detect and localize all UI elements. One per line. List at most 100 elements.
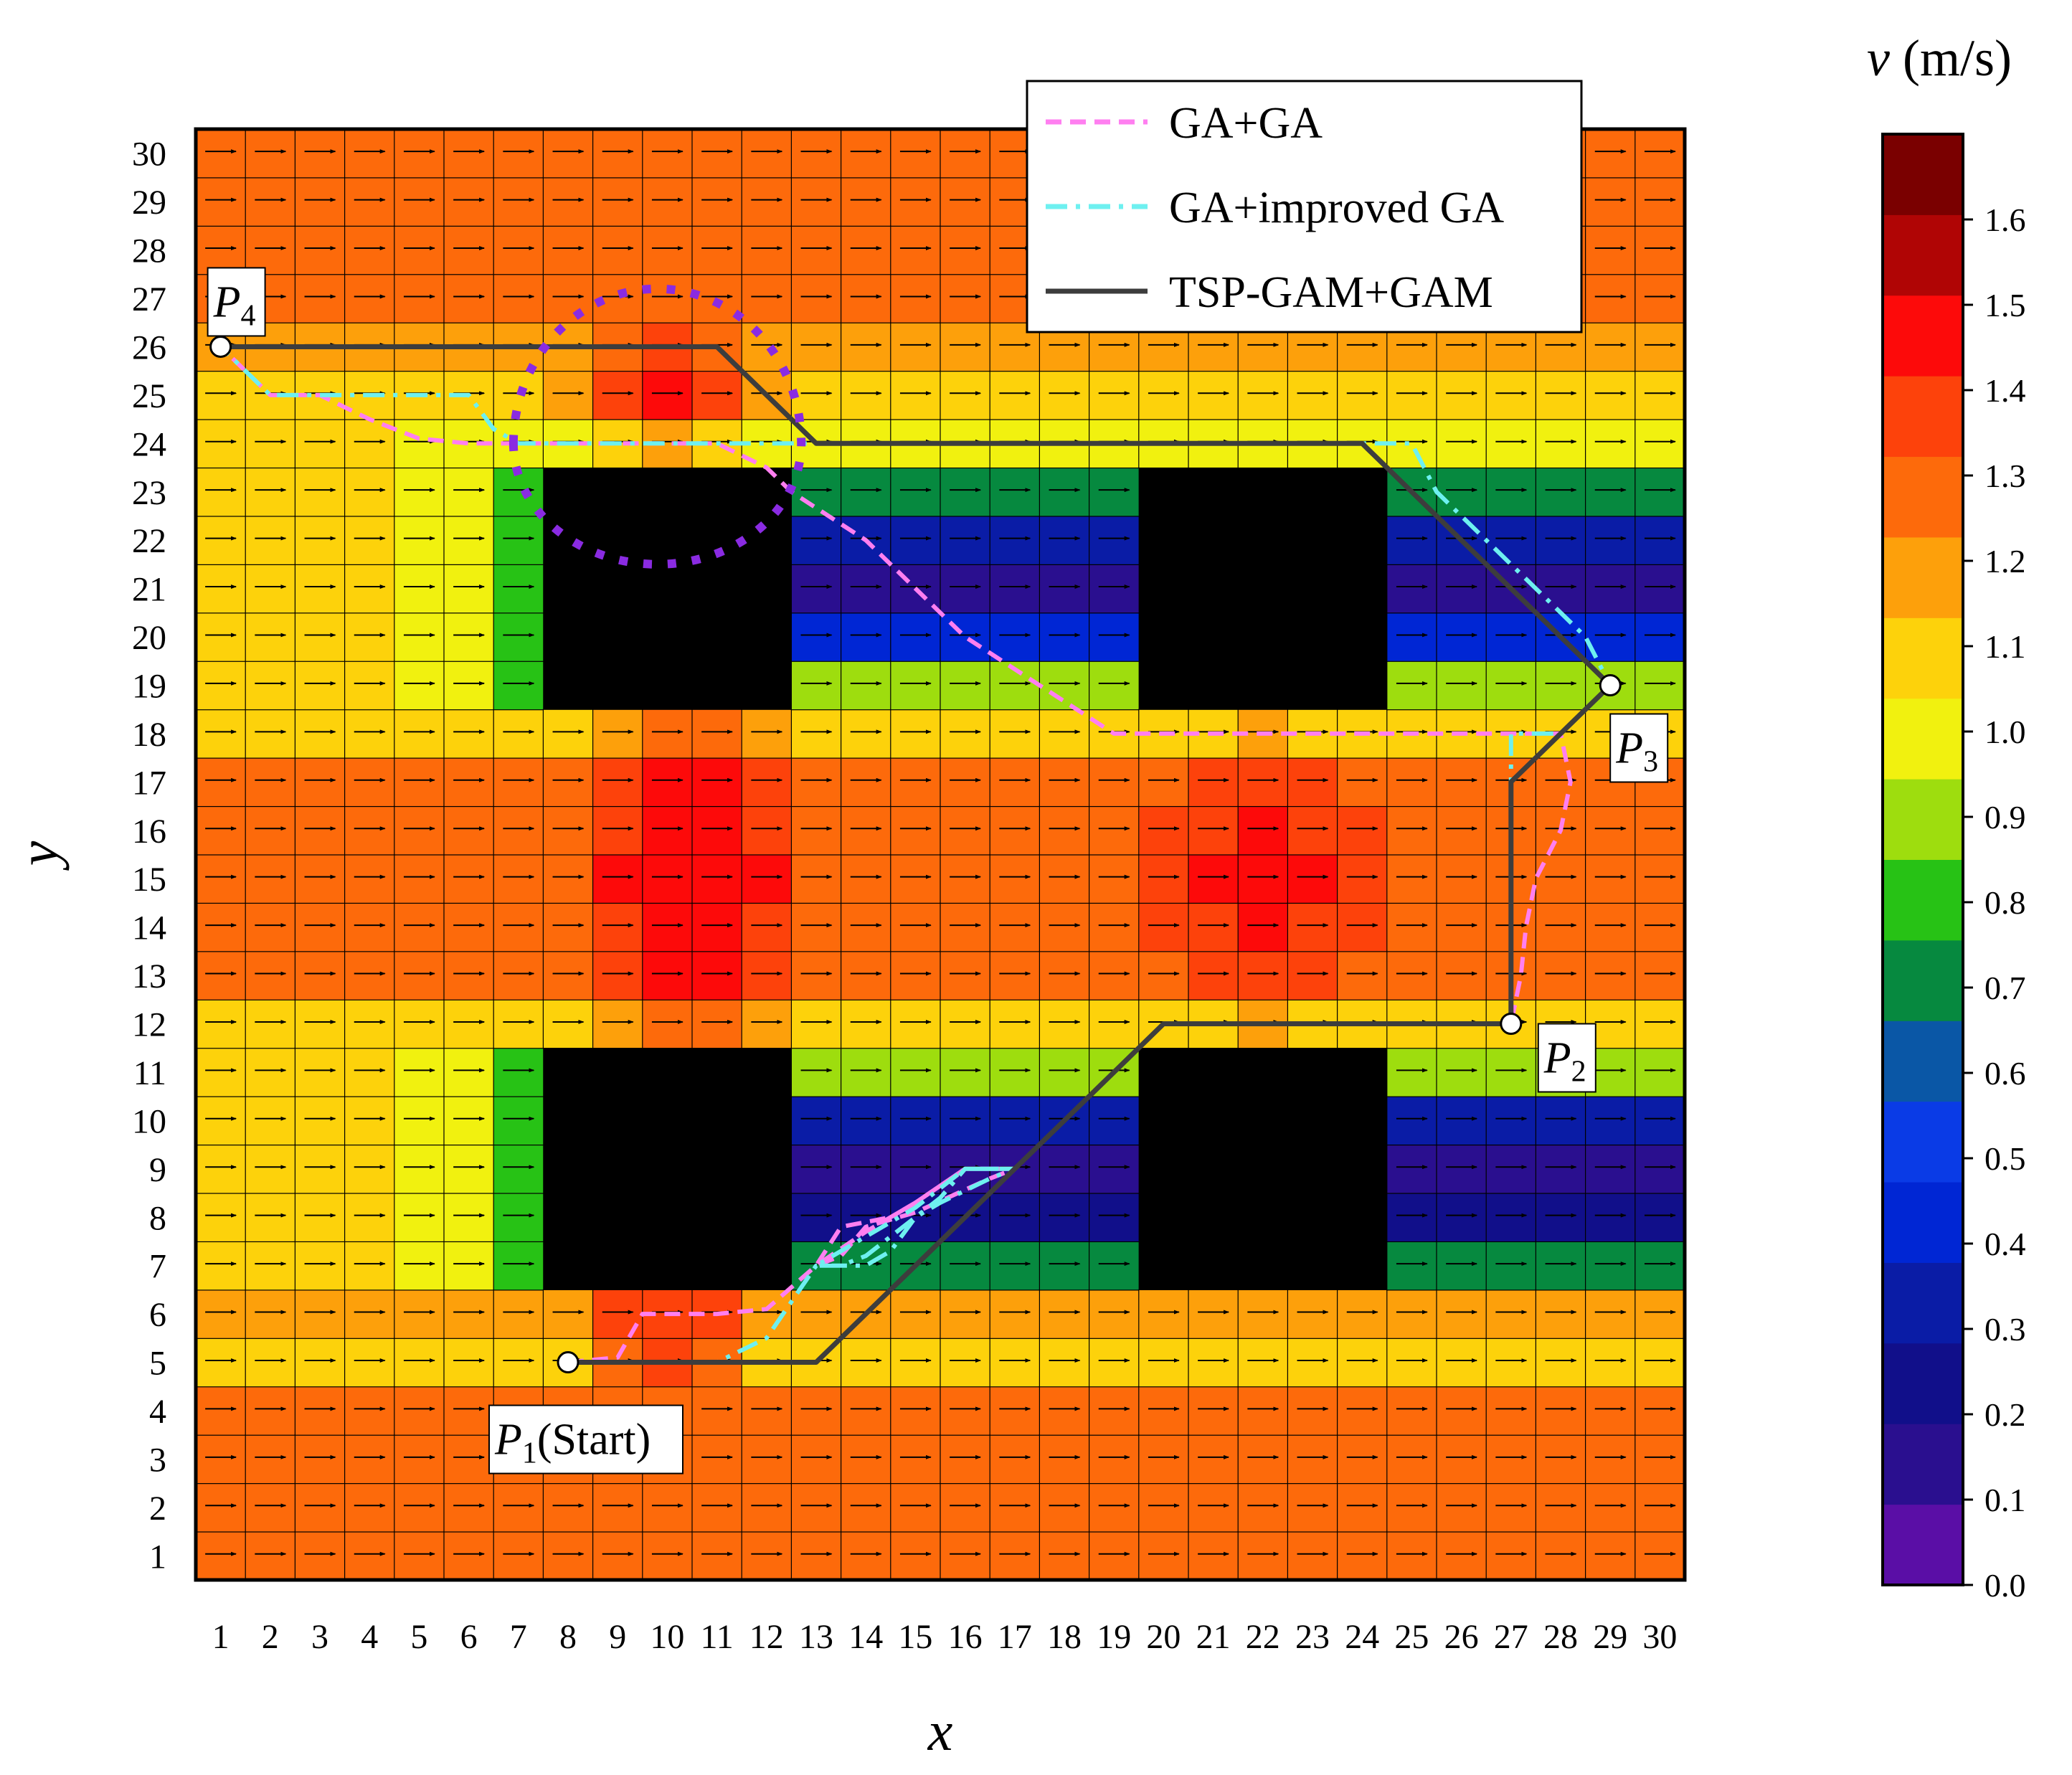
heatmap-cell bbox=[890, 1144, 942, 1194]
heatmap-cell bbox=[542, 273, 594, 323]
heatmap-cell bbox=[691, 709, 743, 759]
heatmap-cell bbox=[245, 853, 296, 904]
x-tick-label: 6 bbox=[460, 1618, 478, 1656]
heatmap-cell bbox=[940, 128, 991, 179]
heatmap-cell bbox=[1485, 1144, 1537, 1194]
heatmap-cell bbox=[1485, 1241, 1537, 1291]
heatmap-cell bbox=[1237, 1482, 1289, 1533]
heatmap-cell bbox=[1585, 176, 1636, 227]
heatmap-cell bbox=[1436, 1434, 1487, 1485]
heatmap-cell bbox=[989, 1482, 1041, 1533]
heatmap-cell bbox=[1436, 661, 1487, 711]
x-tick-label: 21 bbox=[1196, 1618, 1231, 1656]
heatmap-cell bbox=[443, 1192, 495, 1243]
heatmap-cell bbox=[294, 1530, 346, 1581]
y-tick-label: 18 bbox=[132, 716, 166, 754]
colorbar-tick-label: 1.4 bbox=[1985, 372, 2026, 409]
heatmap-cell bbox=[989, 1289, 1041, 1339]
heatmap-cell bbox=[245, 1386, 296, 1436]
heatmap-cell bbox=[394, 902, 445, 952]
heatmap-cell bbox=[741, 1530, 793, 1581]
heatmap-cell bbox=[741, 1434, 793, 1485]
heatmap-cell bbox=[195, 1338, 247, 1388]
heatmap-cell bbox=[940, 612, 991, 662]
heatmap-cell bbox=[1585, 1530, 1636, 1581]
heatmap-cell bbox=[245, 467, 296, 517]
heatmap-cell bbox=[1386, 1192, 1438, 1243]
heatmap-cell bbox=[1188, 1338, 1239, 1388]
heatmap-cell bbox=[1039, 467, 1090, 517]
heatmap-cell bbox=[394, 515, 445, 566]
heatmap-cell bbox=[245, 902, 296, 952]
heatmap-cell bbox=[1336, 1434, 1388, 1485]
heatmap-cell bbox=[394, 950, 445, 1000]
heatmap-cell bbox=[344, 225, 395, 275]
heatmap-cell bbox=[940, 709, 991, 759]
colorbar-band bbox=[1883, 1262, 1963, 1344]
x-tick-label: 1 bbox=[212, 1618, 230, 1656]
heatmap-cell bbox=[1138, 853, 1190, 904]
heatmap-cell bbox=[443, 999, 495, 1049]
heatmap-cell bbox=[1138, 902, 1190, 952]
heatmap-cell bbox=[443, 1289, 495, 1339]
heatmap-cell bbox=[1485, 1096, 1537, 1146]
heatmap-cell bbox=[840, 902, 891, 952]
heatmap-cell bbox=[1585, 1192, 1636, 1243]
heatmap-cell bbox=[989, 853, 1041, 904]
heatmap-cell bbox=[344, 273, 395, 323]
x-tick-label: 25 bbox=[1394, 1618, 1429, 1656]
colorbar-band bbox=[1883, 1182, 1963, 1263]
heatmap-cell bbox=[493, 661, 544, 711]
heatmap-cell bbox=[790, 1144, 842, 1194]
heatmap-cell bbox=[443, 805, 495, 856]
heatmap-cell bbox=[344, 902, 395, 952]
extra-dotted-loop bbox=[508, 284, 806, 569]
heatmap-cell bbox=[195, 225, 247, 275]
heatmap-cell bbox=[1635, 564, 1686, 614]
heatmap-cell bbox=[1088, 950, 1140, 1000]
heatmap-cell bbox=[1138, 757, 1190, 808]
heatmap-cell bbox=[1535, 853, 1586, 904]
heatmap-cell bbox=[1436, 757, 1487, 808]
heatmap-cell bbox=[1138, 1289, 1190, 1339]
colorbar-band bbox=[1883, 779, 1963, 860]
heatmap-cell bbox=[1585, 902, 1636, 952]
heatmap-cell bbox=[1088, 1144, 1140, 1194]
heatmap-cell bbox=[195, 757, 247, 808]
heatmap-cell bbox=[443, 467, 495, 517]
heatmap-cell bbox=[1336, 805, 1388, 856]
heatmap-cell bbox=[940, 467, 991, 517]
heatmap-cell bbox=[1635, 370, 1686, 420]
heatmap-cell bbox=[642, 902, 694, 952]
x-tick-label: 8 bbox=[559, 1618, 577, 1656]
colorbar-band bbox=[1883, 1101, 1963, 1183]
waypoint-marker bbox=[1599, 673, 1622, 696]
heatmap-cell bbox=[344, 1241, 395, 1291]
y-tick-label: 24 bbox=[132, 425, 166, 463]
heatmap-cell bbox=[1237, 805, 1289, 856]
heatmap-cell bbox=[1436, 467, 1487, 517]
heatmap-cell bbox=[1188, 370, 1239, 420]
y-tick-label: 27 bbox=[132, 280, 166, 318]
heatmap-cell bbox=[1585, 853, 1636, 904]
heatmap-cell bbox=[1188, 1530, 1239, 1581]
heatmap-cell bbox=[294, 1096, 346, 1146]
x-tick-label: 13 bbox=[799, 1618, 833, 1656]
heatmap-cell bbox=[344, 1482, 395, 1533]
heatmap-cell bbox=[1138, 370, 1190, 420]
heatmap-cell bbox=[1535, 564, 1586, 614]
y-tick-label: 6 bbox=[149, 1296, 166, 1334]
heatmap-cell bbox=[1485, 1434, 1537, 1485]
heatmap-cell bbox=[790, 612, 842, 662]
heatmap-cell bbox=[840, 1434, 891, 1485]
colorbar-tick-label: 0.0 bbox=[1985, 1567, 2026, 1604]
legend: GA+GA GA+improved GA TSP-GAM+GAM bbox=[1026, 80, 1583, 333]
heatmap-cell bbox=[294, 757, 346, 808]
heatmap-cell bbox=[1386, 950, 1438, 1000]
heatmap-cell bbox=[1485, 1530, 1537, 1581]
heatmap-cell bbox=[1188, 1289, 1239, 1339]
heatmap-cell bbox=[394, 418, 445, 469]
heatmap-cell bbox=[1535, 1434, 1586, 1485]
heatmap-cell bbox=[1585, 950, 1636, 1000]
heatmap-cell bbox=[245, 1192, 296, 1243]
